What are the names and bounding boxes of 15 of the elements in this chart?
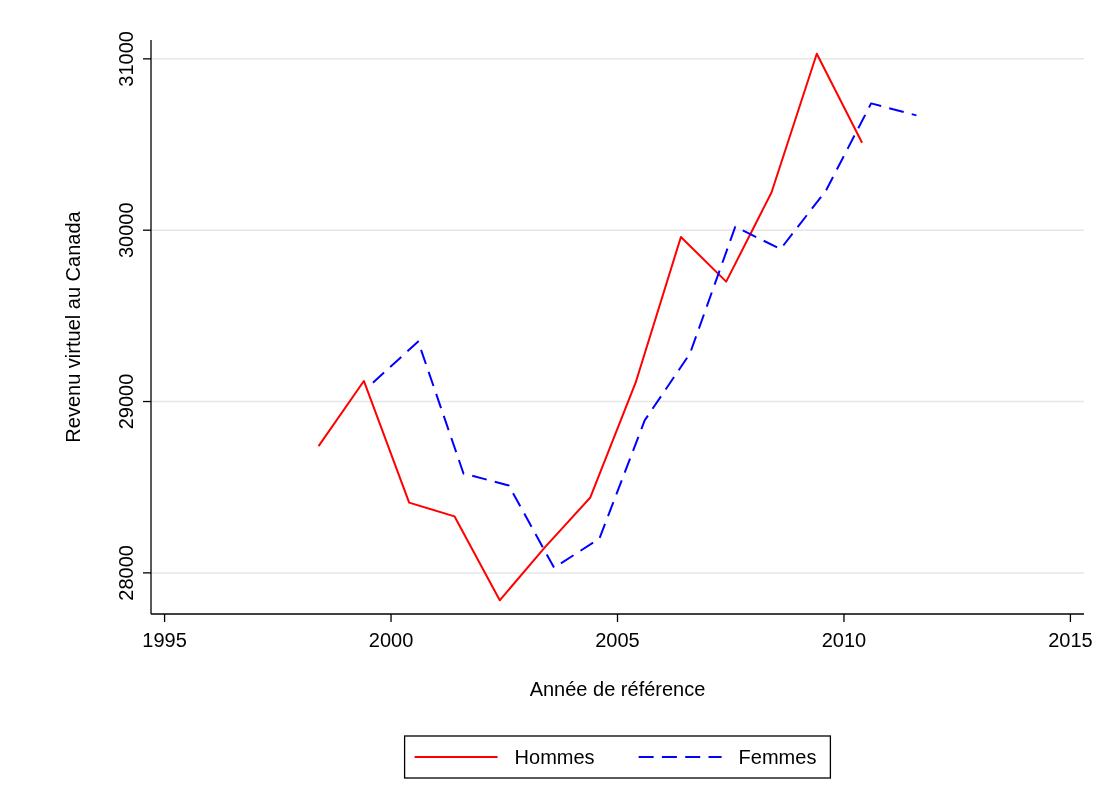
line-series [317, 52, 864, 602]
y-tick-label: 31000 [115, 31, 137, 87]
x-tick-label: 2005 [595, 629, 640, 651]
line-series [371, 102, 918, 569]
x-tick-label: 2015 [1048, 629, 1093, 651]
y-tick-label: 30000 [115, 202, 137, 258]
y-axis-title: Revenu virtuel au Canada [62, 210, 84, 443]
x-tick-label: 2010 [821, 629, 867, 651]
x-tick-label: 1995 [142, 629, 187, 651]
legend-label: Hommes [514, 746, 595, 768]
y-tick-label: 29000 [115, 373, 137, 430]
x-axis-title: Année de référence [529, 678, 706, 700]
x-tick-label: 2000 [368, 629, 414, 651]
legend-label: Femmes [738, 746, 817, 768]
y-tick-label: 28000 [115, 545, 137, 601]
